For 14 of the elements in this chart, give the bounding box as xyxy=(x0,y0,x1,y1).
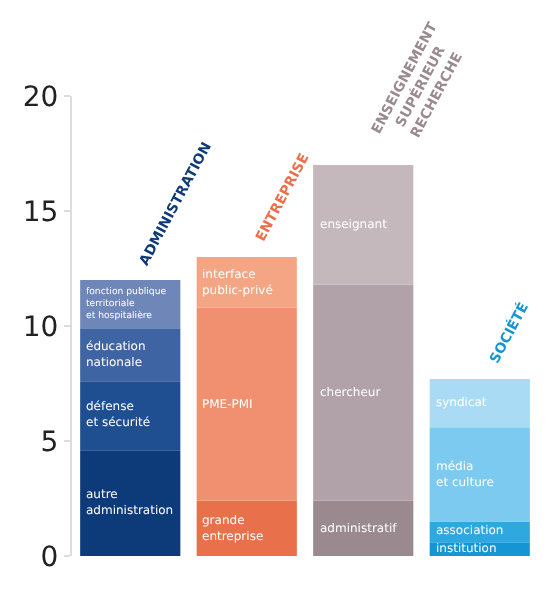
bar xyxy=(80,450,181,556)
bar xyxy=(429,378,530,428)
y-tick-label: 0 xyxy=(40,541,59,574)
y-tick-label: 20 xyxy=(22,81,59,114)
bar xyxy=(313,165,414,285)
y-tick-label: 5 xyxy=(40,426,59,459)
bar xyxy=(313,284,414,501)
bar xyxy=(80,381,181,451)
bar xyxy=(196,307,297,501)
y-tick-label: 10 xyxy=(22,311,59,344)
y-tick-label: 15 xyxy=(22,196,59,229)
bar xyxy=(313,500,414,556)
bar xyxy=(429,427,530,522)
bar xyxy=(196,500,297,556)
